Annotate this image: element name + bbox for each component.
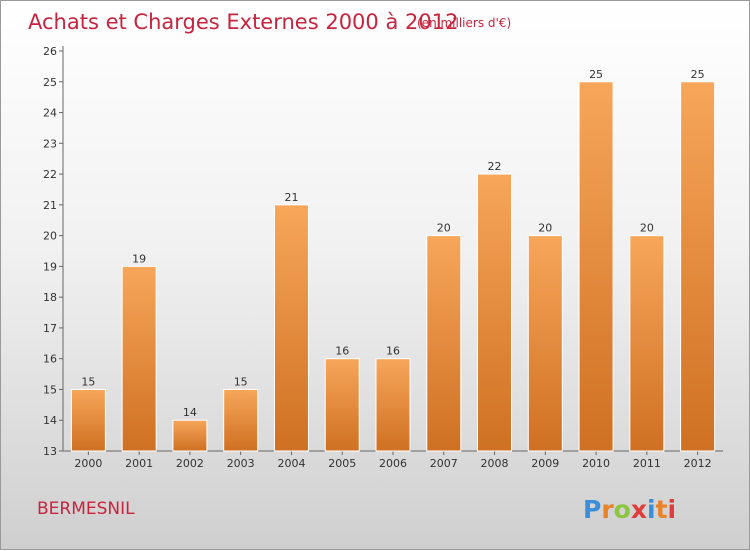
- logo-letter: i: [668, 495, 677, 524]
- x-tick-label: 2007: [430, 457, 458, 470]
- y-tick-label: 17: [43, 322, 57, 335]
- bar: [121, 265, 157, 452]
- x-tick-label: 2004: [277, 457, 305, 470]
- bars: 15 19 14 15 21 16 16 20 22 20 25 20 25: [70, 68, 716, 452]
- data-label: 22: [488, 160, 502, 173]
- data-label: 15: [234, 375, 248, 388]
- x-tick-label: 2010: [582, 457, 610, 470]
- y-tick-label: 26: [43, 45, 57, 58]
- x-tick-label: 2000: [74, 457, 102, 470]
- x-tick-label: 2001: [125, 457, 153, 470]
- data-label: 20: [538, 222, 552, 235]
- y-tick-label: 24: [43, 107, 57, 120]
- y-tick-label: 25: [43, 76, 57, 89]
- logo-letter: P: [583, 495, 601, 524]
- data-label: 16: [335, 345, 349, 358]
- chart-title: Achats et Charges Externes 2000 à 2012: [28, 10, 458, 34]
- y-tick-label: 14: [43, 414, 57, 427]
- bar: [426, 235, 462, 452]
- y-tick-label: 16: [43, 353, 57, 366]
- y-tick-label: 18: [43, 291, 57, 304]
- x-tick-label: 2005: [328, 457, 356, 470]
- data-label: 15: [81, 375, 95, 388]
- logo-letter: t: [656, 495, 668, 524]
- bar: [273, 204, 309, 452]
- bar: [223, 388, 259, 452]
- x-tick-label: 2011: [633, 457, 661, 470]
- data-label: 21: [284, 191, 298, 204]
- commune-name: BERMESNIL: [37, 499, 135, 519]
- bar: [629, 235, 665, 452]
- axes: 13 14 15 16 17 18 19 20 21 22 23 24 25 26 2000 2001 2002…: [43, 45, 723, 470]
- x-tick-label: 2008: [481, 457, 509, 470]
- y-tick-label: 21: [43, 199, 57, 212]
- bar: [578, 81, 614, 452]
- y-tick-label: 13: [43, 445, 57, 458]
- logo-letter: o: [614, 495, 631, 524]
- x-tick-label: 2006: [379, 457, 407, 470]
- data-label: 25: [691, 68, 705, 81]
- bar: [527, 235, 563, 452]
- data-label: 20: [640, 222, 654, 235]
- chart-subtitle: (en milliers d'€): [417, 16, 511, 30]
- proxiti-logo: Proxiti: [583, 495, 676, 524]
- data-label: 16: [386, 345, 400, 358]
- logo-letter: i: [647, 495, 656, 524]
- bar: [70, 388, 106, 452]
- y-tick-label: 15: [43, 383, 57, 396]
- data-label: 20: [437, 222, 451, 235]
- x-tick-label: 2003: [227, 457, 255, 470]
- bar: [680, 81, 716, 452]
- bar: [477, 173, 513, 452]
- data-label: 19: [132, 252, 146, 265]
- data-label: 14: [183, 406, 197, 419]
- y-tick-label: 22: [43, 168, 57, 181]
- logo-letter: x: [631, 495, 647, 524]
- bar: [172, 419, 208, 452]
- x-tick-label: 2009: [531, 457, 559, 470]
- bar: [375, 358, 411, 452]
- y-tick-label: 23: [43, 137, 57, 150]
- x-tick-label: 2002: [176, 457, 204, 470]
- y-tick-label: 19: [43, 260, 57, 273]
- y-tick-label: 20: [43, 230, 57, 243]
- data-label: 25: [589, 68, 603, 81]
- logo-letter: r: [601, 495, 614, 524]
- x-tick-label: 2012: [684, 457, 712, 470]
- bar: [324, 358, 360, 452]
